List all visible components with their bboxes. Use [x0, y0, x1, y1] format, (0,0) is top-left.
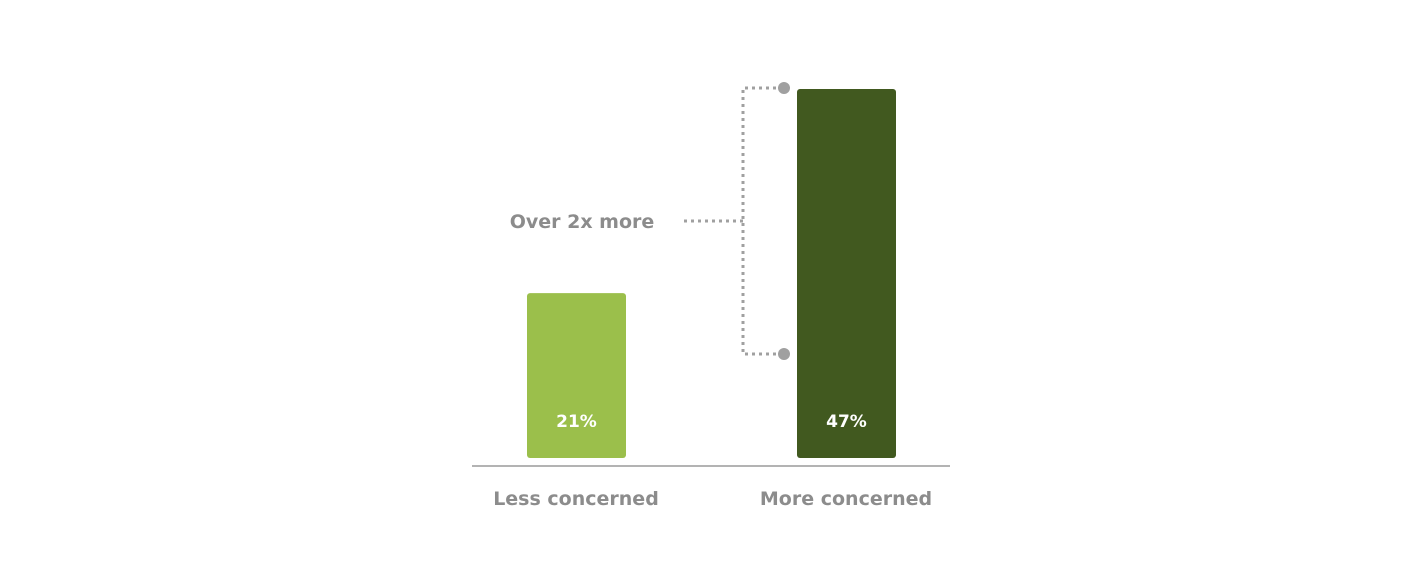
data-label: 47% — [826, 412, 867, 432]
bracket-dot-top — [778, 82, 790, 94]
x-tick-label-more-concerned: More concerned — [760, 488, 932, 510]
x-tick-label-less-concerned: Less concerned — [493, 488, 659, 510]
comparison-bracket — [684, 86, 783, 356]
bracket-dot-bottom — [778, 348, 790, 360]
bars-group: 21% 47% — [527, 89, 896, 458]
bar-more-concerned — [797, 89, 896, 458]
bar-less-concerned — [527, 293, 626, 458]
data-label: 21% — [556, 412, 597, 432]
annotation-label: Over 2x more — [510, 211, 655, 233]
